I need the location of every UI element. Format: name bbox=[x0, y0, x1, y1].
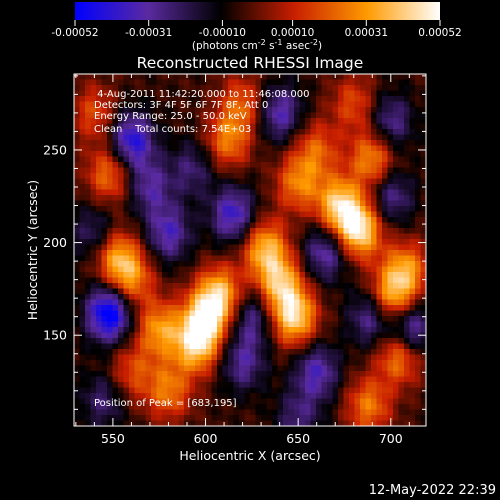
x-tick-label: 600 bbox=[194, 431, 218, 446]
chart-title: Reconstructed RHESSI Image bbox=[137, 54, 364, 72]
y-tick-label: 150 bbox=[43, 328, 67, 343]
colorbar-tick-label: -0.00052 bbox=[51, 27, 98, 39]
colorbar-ticks bbox=[74, 20, 441, 26]
x-tick-label: 650 bbox=[286, 431, 310, 446]
colorbar: -0.00052 -0.00031 -0.00010 0.00010 0.00031 0.… bbox=[51, 2, 462, 52]
info-line-detectors: Detectors: 3F 4F 5F 6F 7F 8F, Att 0 bbox=[94, 100, 268, 111]
colorbar-tick-label: 0.00052 bbox=[418, 27, 461, 39]
info-line-energy: Energy Range: 25.0 - 50.0 keV bbox=[94, 111, 247, 122]
x-axis-title: Heliocentric X (arcsec) bbox=[179, 448, 320, 463]
y-tick-label: 250 bbox=[43, 142, 67, 157]
info-line-time: 4-Aug-2011 11:42:20.000 to 11:46:08.000 bbox=[94, 89, 309, 100]
colorbar-tick-label: 0.00031 bbox=[345, 27, 388, 39]
y-tick-label: 200 bbox=[43, 235, 67, 250]
info-line-counts: Clean Total counts: 7.54E+03 bbox=[94, 124, 251, 135]
plot-frame bbox=[73, 73, 427, 427]
heatmap-image bbox=[74, 74, 426, 426]
colorbar-gradient bbox=[75, 2, 440, 20]
colorbar-tick-label: -0.00031 bbox=[125, 27, 172, 39]
x-tick-label: 550 bbox=[101, 431, 125, 446]
colorbar-tick-label: -0.00010 bbox=[199, 27, 246, 39]
info-block: 4-Aug-2011 11:42:20.000 to 11:46:08.000 … bbox=[94, 89, 309, 135]
axis-tick-labels: 550 600 650 700 150 200 250 bbox=[43, 142, 403, 446]
peak-position-label: Position of Peak = [683,195] bbox=[94, 398, 237, 409]
axis-ticks bbox=[74, 74, 426, 426]
colorbar-units: (photons cm-2 s-1 asec-2) bbox=[192, 38, 322, 52]
y-axis-title: Heliocentric Y (arcsec) bbox=[25, 180, 40, 320]
colorbar-tick-labels: -0.00052 -0.00031 -0.00010 0.00010 0.00031 0.… bbox=[51, 27, 461, 39]
heatmap-raster bbox=[74, 74, 426, 426]
footer-date: 12-May-2022 22:39 bbox=[369, 483, 496, 498]
x-tick-label: 700 bbox=[379, 431, 403, 446]
colorbar-tick-label: 0.00010 bbox=[271, 27, 314, 39]
